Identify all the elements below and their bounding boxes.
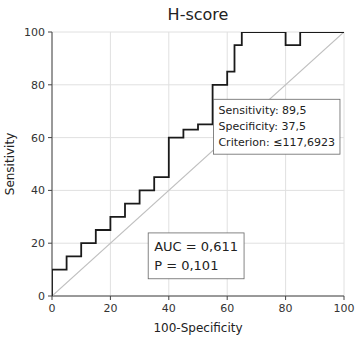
x-tick — [52, 296, 53, 300]
grid-line-x — [285, 32, 286, 296]
chart-svg: 0 20 40 60 80 100 0 20 40 60 80 100 Sensitivity: 89,… — [0, 0, 360, 340]
annotations: Sensitivity: 89,5Specificity: 37,5Criter… — [148, 99, 340, 278]
axes: 0 20 40 60 80 100 0 20 40 60 80 100 — [24, 26, 355, 315]
grid-line-x — [344, 32, 345, 296]
x-axis-line — [52, 296, 344, 297]
grid-line-y — [52, 296, 344, 297]
y-tick — [48, 137, 52, 138]
grid-line-x — [52, 32, 53, 296]
x-tick-label: 60 — [220, 302, 234, 315]
x-tick-label: 80 — [279, 302, 293, 315]
y-tick-label: 40 — [31, 184, 45, 197]
y-tick — [48, 32, 52, 33]
y-axis-label: Sensitivity — [3, 133, 17, 195]
x-tick — [110, 296, 111, 300]
x-tick — [344, 296, 345, 300]
annotation: AUC = 0,611P = 0,101 — [148, 233, 244, 279]
plot-area — [52, 32, 344, 296]
x-tick — [168, 296, 169, 300]
y-tick — [48, 296, 52, 297]
grid-line-x — [110, 32, 111, 296]
series-line — [52, 32, 344, 296]
grid-line-y — [52, 84, 344, 85]
chart-title: H-score — [168, 5, 229, 24]
annotation-box — [213, 99, 340, 154]
annotation-box — [148, 233, 244, 279]
y-tick — [48, 190, 52, 191]
x-tick-label: 0 — [49, 302, 56, 315]
x-tick — [285, 296, 286, 300]
x-tick-label: 100 — [334, 302, 355, 315]
annotation-text: AUC = 0,611P = 0,101 — [154, 239, 238, 273]
x-tick-label: 40 — [162, 302, 176, 315]
y-tick-label: 80 — [31, 79, 45, 92]
grid — [52, 32, 344, 296]
series-line — [52, 32, 344, 296]
y-tick — [48, 84, 52, 85]
y-tick-label: 100 — [24, 26, 45, 39]
y-tick-label: 60 — [31, 132, 45, 145]
y-tick-label: 0 — [38, 290, 45, 303]
x-tick — [227, 296, 228, 300]
x-tick-label: 20 — [103, 302, 117, 315]
y-axis-line — [52, 32, 53, 296]
y-tick-label: 20 — [31, 237, 45, 250]
grid-line-y — [52, 190, 344, 191]
chart-container: 0 20 40 60 80 100 0 20 40 60 80 100 Sensitivity: 89,… — [0, 0, 360, 340]
x-axis-label: 100-Specificity — [153, 321, 242, 335]
y-tick — [48, 243, 52, 244]
annotation-text: Sensitivity: 89,5Specificity: 37,5Criter… — [218, 104, 335, 149]
annotation: Sensitivity: 89,5Specificity: 37,5Criter… — [213, 99, 340, 154]
